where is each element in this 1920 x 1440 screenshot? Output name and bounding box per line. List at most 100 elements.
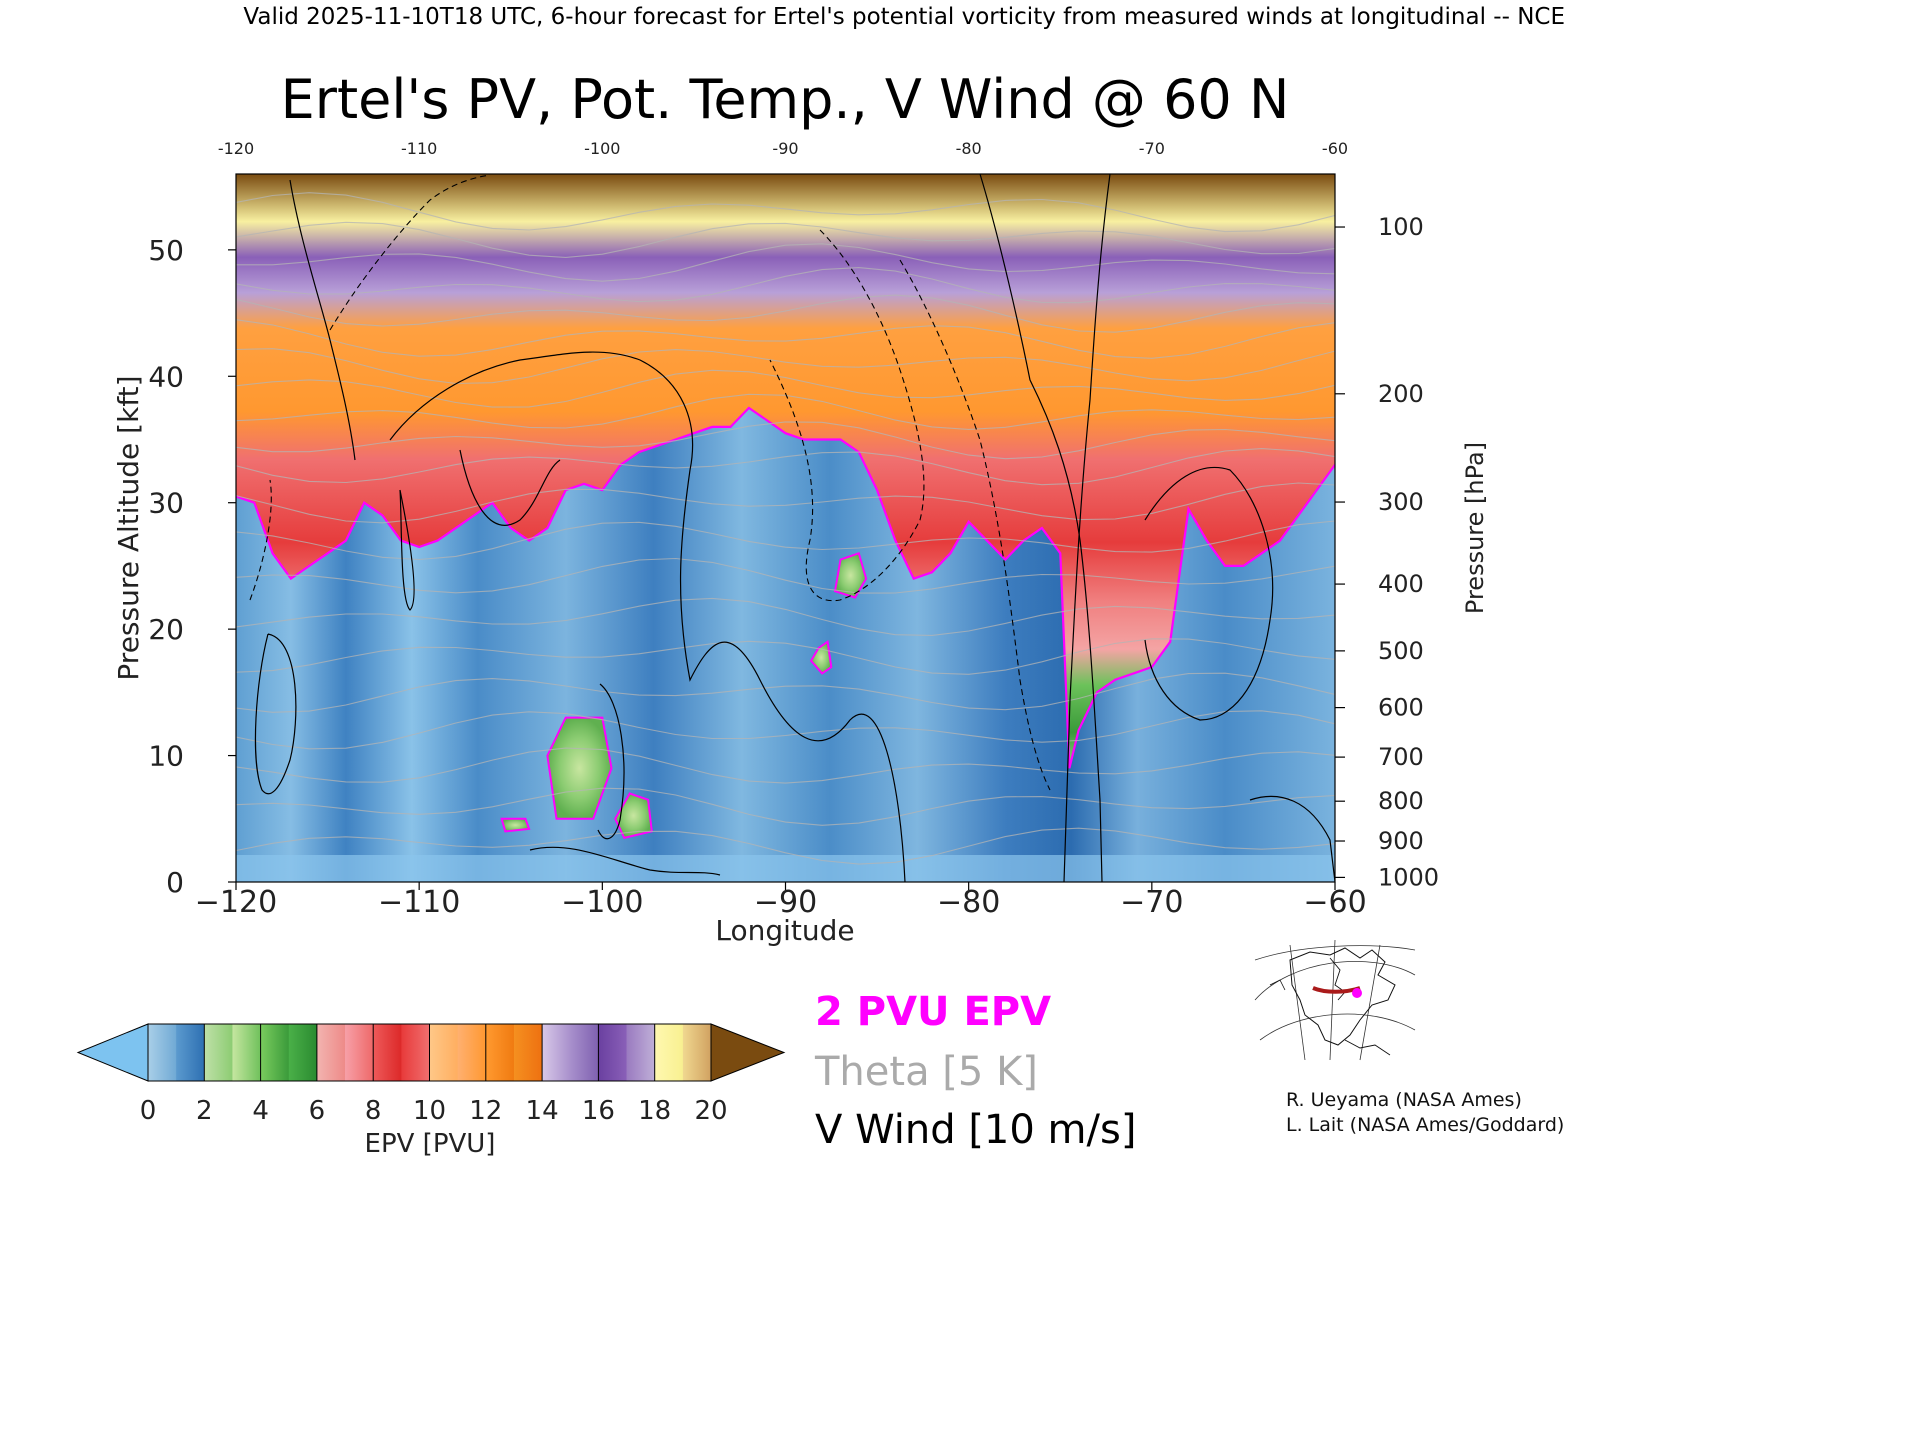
v-wind-contour-negative — [249, 479, 272, 601]
colorbar-tick-label: 4 — [252, 1096, 269, 1126]
valid-time-header: Valid 2025-11-10T18 UTC, 6-hour forecast… — [243, 4, 1565, 30]
v-wind-contour — [1144, 466, 1274, 721]
inset-map-frame — [1255, 938, 1415, 1060]
colorbar-segment — [682, 1024, 712, 1081]
x-tick-label: −110 — [378, 885, 460, 920]
pressure-tick-label: 800 — [1378, 787, 1424, 815]
v-wind-contours — [254, 174, 1335, 882]
theta-contour — [236, 597, 1335, 636]
top-longitude-axis: -120 -110 -100 -90 -80 -70 -60 — [218, 139, 1348, 158]
v-wind-contour-negative — [769, 229, 925, 602]
top-tick-label: -80 — [956, 139, 982, 158]
v-wind-contour — [1063, 174, 1111, 882]
surface-layer-shading — [236, 855, 1335, 882]
theta-contour — [236, 787, 1335, 826]
v-wind-negative-contours — [249, 174, 1051, 791]
location-marker — [1352, 988, 1362, 998]
map-coastline — [1329, 957, 1346, 1001]
theta-contour — [236, 710, 1335, 750]
v-wind-contour — [597, 683, 625, 840]
pv-cross-section-field — [236, 174, 1335, 882]
theta-contour — [236, 221, 1335, 258]
pressure-tick-label: 1000 — [1378, 863, 1439, 891]
map-coastline — [1269, 979, 1286, 991]
theta-contour — [236, 348, 1335, 385]
inset-location-map — [1254, 938, 1416, 1061]
pv-patch — [833, 552, 868, 599]
x-tick-label: −60 — [1303, 885, 1366, 920]
x-axis: −120 −110 −100 −90 −80 −70 −60 — [195, 882, 1367, 920]
pv-patch — [809, 640, 833, 675]
theta-contour — [236, 448, 1335, 486]
theta-contour — [236, 267, 1335, 304]
x-axis-label: Longitude — [715, 914, 854, 947]
colorbar-tick-label: 14 — [526, 1096, 559, 1126]
top-tick-label: -110 — [401, 139, 437, 158]
v-wind-contour — [254, 633, 297, 795]
v-wind-contour — [979, 174, 1103, 882]
x-tick-label: −120 — [195, 885, 277, 920]
map-graticule — [1359, 944, 1381, 1061]
pressure-tick-label: 300 — [1378, 488, 1424, 516]
colorbar-segment — [373, 1024, 402, 1081]
v-wind-contour — [289, 179, 356, 461]
colorbar-segment — [176, 1024, 205, 1081]
v-wind-contour — [399, 489, 415, 611]
x-tick-label: −80 — [937, 885, 1000, 920]
colorbar-label: EPV [PVU] — [365, 1129, 496, 1159]
pv-low-level-patches — [500, 552, 868, 839]
chart-title: Ertel's PV, Pot. Temp., V Wind @ 60 N — [281, 68, 1290, 131]
top-tick-label: -120 — [218, 139, 254, 158]
colorbar-segment — [513, 1024, 543, 1081]
y-axis-altitude: 0 10 20 30 40 50 — [148, 234, 236, 899]
v-wind-contour — [459, 449, 561, 526]
v-wind-contour — [529, 846, 721, 876]
y-tick-label: 10 — [148, 740, 184, 773]
theta-contour — [236, 520, 1335, 561]
colorbar-segment — [345, 1024, 374, 1081]
map-graticule — [1254, 945, 1416, 961]
x-tick-label: −100 — [561, 885, 643, 920]
pressure-tick-label: 500 — [1378, 637, 1424, 665]
x-tick-label: −70 — [1120, 885, 1183, 920]
credit-line-2: L. Lait (NASA Ames/Goddard) — [1286, 1114, 1564, 1136]
tropopause-2pvu-line — [236, 406, 1335, 769]
theta-contour — [236, 319, 1335, 359]
colorbar-tick-label: 16 — [582, 1096, 615, 1126]
colorbar-segment — [288, 1024, 318, 1081]
v-wind-contour — [389, 351, 906, 882]
colorbar-tick-label: 0 — [140, 1096, 157, 1126]
colorbar-tick-label: 10 — [413, 1096, 446, 1126]
map-coastline — [1344, 1039, 1391, 1056]
colorbar-segment — [542, 1024, 571, 1081]
legend-2pvu-epv: 2 PVU EPV — [815, 989, 1051, 1035]
stratosphere-high-pv-region — [236, 174, 1335, 769]
pv-patch — [500, 817, 531, 833]
y-tick-label: 40 — [148, 360, 184, 393]
top-tick-label: -100 — [584, 139, 620, 158]
theta-contour — [236, 747, 1335, 784]
theta-contour — [236, 827, 1335, 865]
theta-contour — [236, 672, 1335, 713]
x-tick-label: −90 — [754, 885, 817, 920]
colorbar-tick-label: 2 — [196, 1096, 213, 1126]
colorbar-tick-label: 8 — [365, 1096, 382, 1126]
theta-contour — [236, 638, 1335, 675]
top-tick-label: -70 — [1139, 139, 1165, 158]
colorbar-max-extension — [710, 1023, 786, 1082]
theta-contour — [236, 192, 1335, 233]
colorbar-segment — [204, 1024, 233, 1081]
colorbar-segment — [148, 1024, 177, 1081]
colorbar-segment — [316, 1024, 346, 1081]
colorbar-segment — [570, 1024, 599, 1081]
colorbar-segment — [429, 1024, 459, 1081]
colorbar-tick-label: 12 — [469, 1096, 502, 1126]
colorbar-segment — [457, 1024, 487, 1081]
pressure-tick-label: 200 — [1378, 380, 1424, 408]
colorbar-segment — [401, 1024, 430, 1081]
map-graticule — [1289, 944, 1306, 1061]
colorbar-tick-label: 20 — [694, 1096, 727, 1126]
colorbar: 0 2 4 6 8 10 12 14 16 18 20 — [76, 1023, 786, 1126]
map-graticule — [1329, 939, 1336, 1061]
